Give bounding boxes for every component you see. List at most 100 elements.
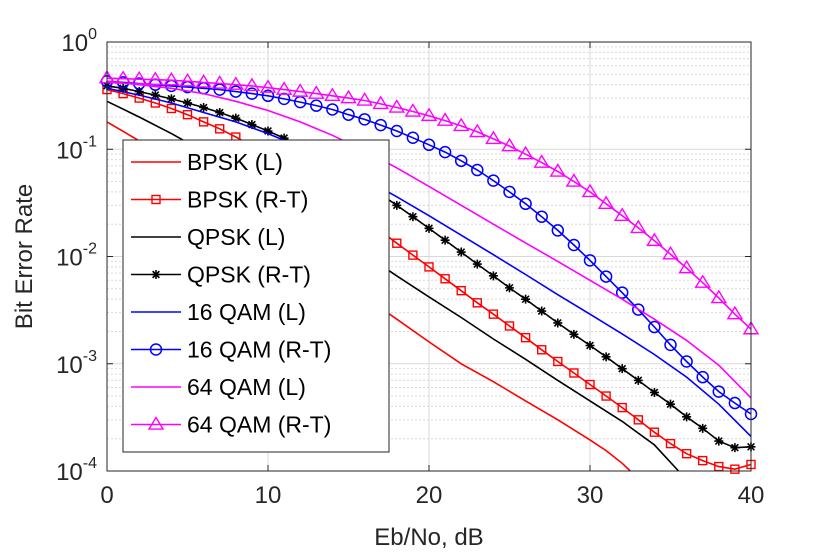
triangle-marker [501, 137, 518, 152]
circle-marker [310, 99, 323, 112]
star-marker [392, 200, 402, 210]
square-marker [617, 402, 627, 413]
circle-marker [599, 270, 613, 283]
circle-marker [326, 103, 339, 116]
star-marker [183, 98, 192, 108]
square-marker [472, 298, 482, 308]
star-marker [585, 340, 595, 350]
square-marker [424, 262, 434, 272]
x-axis-label: Eb/No, dB [374, 524, 483, 551]
circle-marker [551, 224, 565, 237]
star-marker [553, 318, 563, 328]
circle-marker [535, 210, 548, 223]
triangle-marker [436, 112, 454, 126]
star-marker [456, 247, 466, 257]
y-tick-label: 10-4 [56, 455, 97, 486]
triangle-marker [259, 79, 277, 93]
star-marker [150, 90, 160, 100]
circle-marker [438, 145, 452, 159]
square-marker [698, 455, 708, 466]
circle-marker [487, 174, 500, 187]
star-marker [408, 212, 418, 222]
circle-marker [390, 124, 404, 138]
legend-entry-16-qam-r-t: 16 QAM (R-T) [131, 337, 331, 363]
y-tick-label: 10-3 [56, 348, 97, 379]
circle-marker [149, 343, 163, 356]
legend-label: 16 QAM (R-T) [187, 337, 331, 363]
circle-marker [342, 108, 355, 121]
square-marker [392, 238, 402, 248]
legend-label: QPSK (R-T) [187, 262, 311, 288]
circle-marker [229, 85, 243, 98]
legend-label: BPSK (R-T) [187, 187, 308, 213]
star-marker [521, 294, 531, 304]
star-marker [215, 108, 225, 118]
star-marker [698, 423, 708, 433]
triangle-marker [469, 123, 486, 138]
star-marker [247, 120, 257, 130]
circle-marker [696, 370, 709, 384]
triangle-marker [533, 154, 550, 168]
circle-marker [648, 320, 661, 334]
triangle-marker [613, 207, 631, 221]
square-marker [214, 124, 225, 134]
y-tick-label: 10-1 [56, 133, 97, 164]
triangle-marker [211, 75, 228, 89]
triangle-marker [452, 117, 470, 132]
triangle-marker [597, 195, 615, 210]
series-line-16-qam-l [106, 87, 752, 437]
square-marker [553, 356, 563, 367]
star-marker [279, 133, 289, 143]
triangle-marker [646, 232, 663, 247]
star-marker [440, 235, 450, 245]
star-marker [666, 399, 675, 409]
circle-marker [712, 385, 726, 398]
legend-box [122, 139, 390, 453]
square-marker [537, 345, 547, 355]
square-marker [166, 103, 177, 114]
triangle-marker [372, 95, 389, 110]
circle-marker [374, 118, 387, 132]
star-marker [601, 352, 611, 362]
legend-label: 64 QAM (L) [187, 374, 306, 400]
triangle-marker [678, 259, 695, 274]
square-marker [151, 194, 161, 205]
triangle-marker [662, 245, 679, 260]
triangle-marker [340, 89, 357, 104]
triangle-marker [581, 183, 599, 198]
circle-marker [245, 87, 259, 100]
circle-marker [583, 254, 597, 267]
legend-entry-64-qam-r-t: 64 QAM (R-T) [131, 412, 331, 438]
triangle-marker [710, 289, 728, 304]
triangle-marker [420, 107, 438, 122]
x-tick-label: 20 [416, 482, 443, 509]
star-marker [730, 443, 740, 453]
star-marker [134, 87, 144, 97]
triangle-marker [404, 103, 422, 117]
legend-entry-bpsk-l: BPSK (L) [131, 149, 283, 175]
circle-marker [358, 113, 371, 126]
square-marker [633, 415, 643, 425]
ticks: 0 10 20 30 40 100 10-1 10-2 10-3 10-4 [56, 26, 764, 509]
triangle-marker [485, 130, 502, 145]
circle-marker [454, 154, 468, 168]
triangle-marker [147, 416, 165, 430]
square-marker [182, 109, 193, 120]
legend-label: 16 QAM (L) [187, 299, 306, 325]
star-marker [682, 412, 692, 422]
square-marker [520, 332, 531, 343]
grid [106, 42, 752, 472]
triangle-marker [388, 99, 406, 113]
x-tick-label: 40 [738, 482, 765, 509]
star-marker [151, 270, 161, 279]
triangle-marker [549, 163, 567, 177]
square-marker [649, 427, 660, 437]
x-tick-label: 0 [100, 482, 113, 509]
legend-label: QPSK (L) [187, 224, 285, 250]
triangle-marker [179, 72, 196, 87]
y-tick-label: 10-2 [56, 241, 97, 272]
legend-entry-bpsk-r-t: BPSK (R-T) [131, 187, 308, 213]
legend-label: BPSK (L) [187, 149, 283, 175]
y-tick-label: 100 [61, 26, 97, 57]
